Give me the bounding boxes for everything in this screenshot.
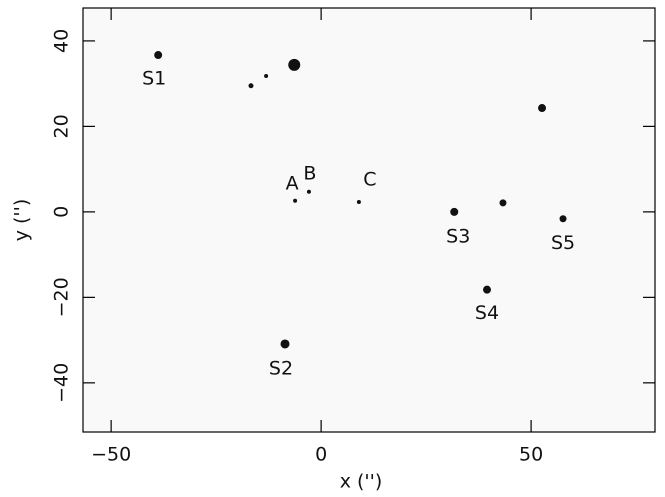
source-label: S3 [446,225,470,247]
plot-frame [82,7,656,433]
source [293,198,298,203]
x-tick-label: −50 [91,444,131,466]
source [306,189,311,194]
y-tick-label: 20 [51,114,73,138]
y-axis-label: y ('') [11,199,33,242]
y-tick-label: −20 [51,277,73,317]
source-label: C [363,169,376,191]
y-tick-label: −40 [51,363,73,403]
source-label: A [286,172,299,194]
source [483,285,492,294]
source [280,339,290,349]
source [356,200,361,205]
x-tick-label: 0 [315,444,327,466]
source [499,199,507,207]
source [264,73,269,78]
source-label: S2 [269,357,293,379]
source [559,215,567,223]
source [288,58,301,71]
source [248,83,254,89]
y-tick-label: 40 [51,29,73,53]
source-label: S5 [551,232,575,254]
source-label: S4 [475,302,499,324]
x-tick-label: 50 [519,444,543,466]
x-axis-label: x ('') [340,471,383,493]
source [450,207,459,216]
source-label: B [303,162,316,184]
source [538,104,547,113]
source [154,51,163,60]
y-tick-label: 0 [51,206,73,218]
source-label: S1 [142,68,166,90]
